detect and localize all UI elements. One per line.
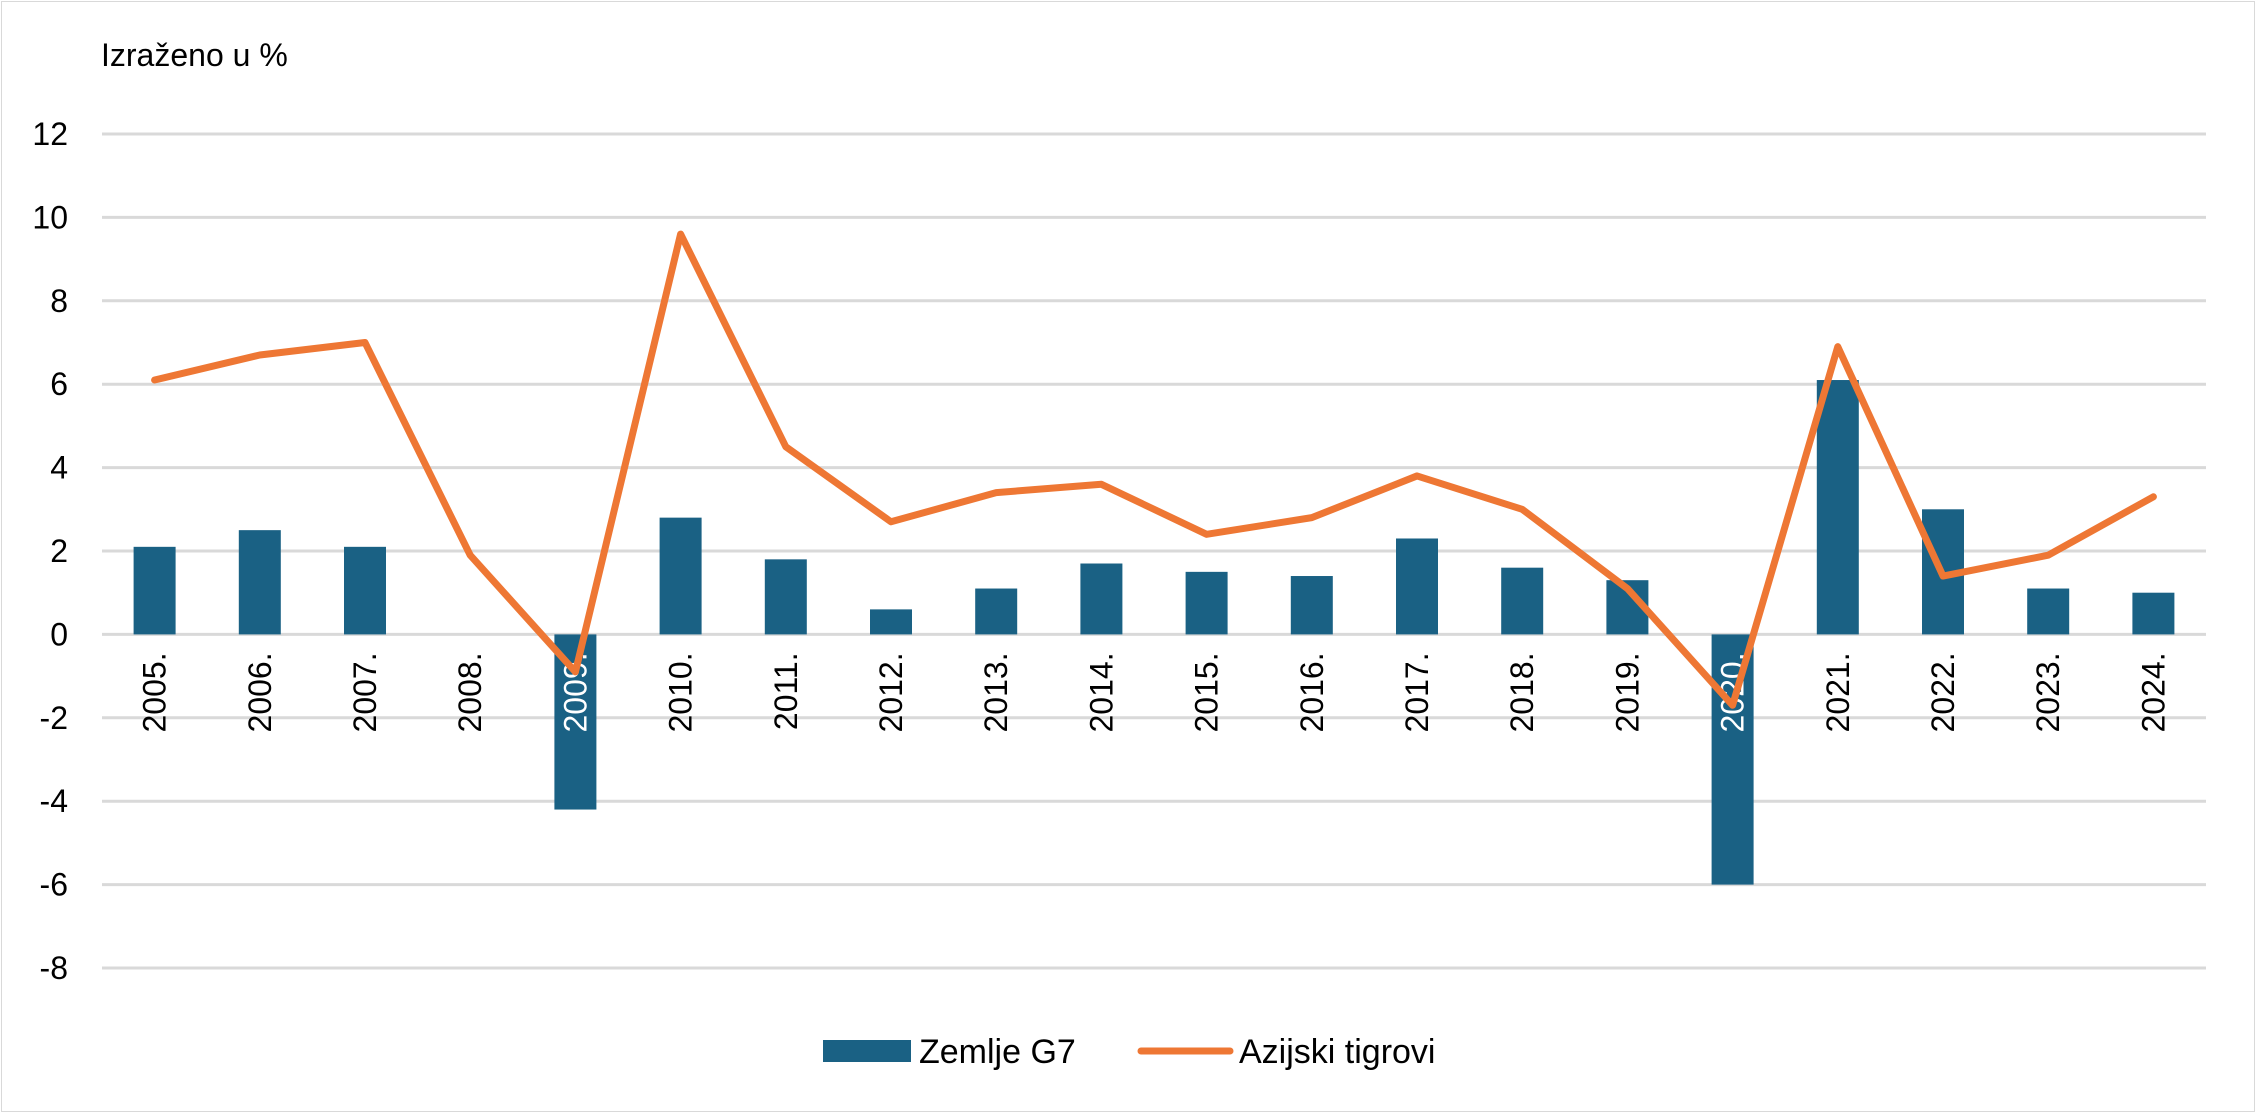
bar [764,559,807,635]
legend-swatch-zemlje-g7 [823,1040,911,1062]
y-tick-label: -4 [40,783,68,819]
bar [659,517,702,635]
x-tick-label: 2015. [1189,652,1225,732]
x-tick-label: 2006. [242,652,278,732]
bar [133,546,176,635]
x-tick-label: 2018. [1504,652,1540,732]
y-axis-labels: 12 10 8 6 4 2 0 -2 -4 -6 -8 [32,116,68,986]
x-tick-label: 2010. [663,652,699,732]
bar [2027,588,2070,635]
x-tick-label: 2024. [2135,652,2171,732]
x-tick-label: 2008. [452,652,488,732]
x-tick-label: 2023. [2030,652,2066,732]
bar [1080,563,1123,635]
y-tick-label: 8 [50,283,68,319]
bar [238,530,281,635]
x-axis-labels: 2005. 2006. 2007. 2008. 2009. 2010. 2011. 2012.… [137,652,2172,732]
bar [1816,380,1859,635]
y-tick-label: -2 [40,700,68,736]
y-tick-label: 10 [32,199,68,235]
x-tick-label: 2005. [137,652,173,732]
y-tick-label: -6 [40,867,68,903]
x-tick-label: 2021. [1820,652,1856,732]
x-tick-label: 2012. [873,652,909,732]
y-tick-label: 0 [50,616,68,652]
x-tick-label: 2019. [1609,652,1645,732]
bar [870,609,912,635]
bar [2132,592,2175,635]
legend: Zemlje G7 Azijski tigrovi [823,1033,1435,1071]
x-tick-label: 2017. [1399,652,1435,732]
bar [344,546,386,635]
x-tick-label: 2022. [1925,652,1961,732]
bar [975,588,1018,635]
unit-label: Izraženo u % [101,37,288,73]
y-tick-label: 2 [50,533,68,569]
x-tick-label: 2013. [978,652,1014,732]
y-tick-label: -8 [40,950,68,986]
bar [1501,567,1544,635]
y-tick-label: 4 [50,450,68,486]
legend-label-zemlje-g7: Zemlje G7 [919,1033,1076,1071]
y-tick-label: 6 [50,366,68,402]
x-tick-label: 2016. [1294,652,1330,732]
x-tick-label: 2014. [1083,652,1119,732]
series-line [151,230,2157,709]
bar [1711,634,1754,885]
gridlines [102,132,2206,970]
x-tick-label: 2007. [347,652,383,732]
legend-label-azijski-tigrovi: Azijski tigrovi [1239,1033,1435,1071]
bar [1185,571,1228,635]
bar-series-zemlje-g7 [133,380,2175,885]
line-series-azijski-tigrovi [151,230,2157,709]
bar [1290,576,1333,635]
y-tick-label: 12 [32,116,68,152]
bar [1396,538,1438,635]
x-tick-label: 2011. [768,652,804,730]
